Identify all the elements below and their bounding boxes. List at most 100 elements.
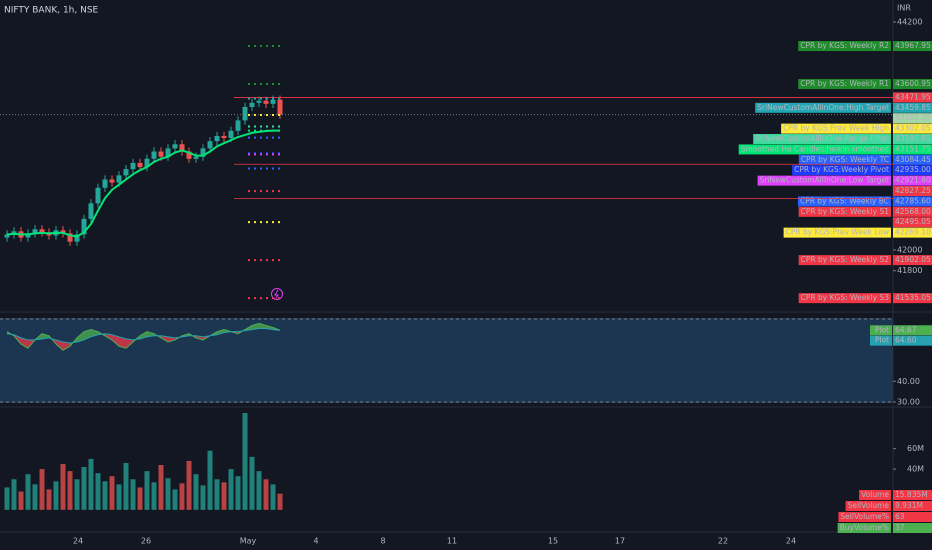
price-tag-label: 41902.05 (895, 255, 931, 264)
volume-bar (60, 463, 66, 510)
volume-bar (200, 485, 206, 510)
level-name-tag (753, 134, 891, 145)
volume-bar (95, 473, 101, 510)
y-tick-label: 42000 (897, 245, 922, 254)
candle-body (207, 141, 213, 149)
oscillator-fill (112, 334, 119, 347)
level-name-tag (798, 206, 891, 217)
level-name-label: CPR by KGS:Weekly Pivot (794, 165, 889, 174)
price-tag-label: 43967.95 (895, 41, 931, 50)
price-tag (893, 175, 932, 186)
volume-value: 63 (895, 512, 905, 521)
price-tag (893, 79, 932, 90)
price-tag (893, 165, 932, 176)
volume-bar (46, 489, 52, 510)
volume-bar (67, 471, 73, 510)
level-name-tag (738, 144, 891, 155)
price-tag-label: 43084.45 (895, 155, 931, 164)
volume-bar (88, 458, 94, 510)
volume-bar (102, 481, 108, 510)
volume-bar (137, 487, 143, 510)
oscillator-fill (21, 337, 28, 349)
candle-body (116, 175, 122, 183)
oscillator-fill (63, 341, 70, 351)
candle-body (32, 229, 38, 234)
candle-body (221, 135, 227, 139)
price-tag (893, 144, 932, 155)
price-tag-label: 43471.95 (895, 92, 931, 101)
level-name-label: SriNewCustomAllInOne:Range Filter (755, 134, 890, 143)
level-name-tag (798, 154, 891, 165)
volume-name: Volume (861, 490, 889, 499)
level-name-label: CPR by KGS:Prev Week High (783, 124, 889, 133)
oscillator-fill (77, 331, 84, 342)
candle-body (130, 162, 136, 170)
level-name-tag (798, 293, 891, 304)
volume-bar (277, 493, 283, 510)
x-tick-label: 17 (615, 537, 625, 546)
x-tick-label: 11 (447, 537, 457, 546)
level-name-label: CPR by KGS: Weekly S2 (801, 255, 890, 264)
volume-name-tag (837, 523, 891, 533)
candle-body (137, 162, 143, 168)
level-name-tag (797, 196, 891, 207)
volume-bar (165, 478, 171, 510)
oscillator-fill (56, 339, 63, 351)
price-tag-label: 42827.25 (895, 186, 931, 195)
candle-body (81, 218, 87, 235)
volume-bar (172, 489, 178, 510)
level-name-label: CPR by KGS: Weekly R1 (800, 79, 889, 88)
volume-bar (116, 484, 122, 510)
x-tick-label: 4 (313, 537, 318, 546)
volume-bar (32, 484, 38, 510)
volume-bar (256, 471, 262, 510)
level-name-label: CPR by KGS: Weekly TC (801, 155, 889, 164)
plot-name-tag (870, 335, 892, 346)
volume-bar (144, 471, 150, 510)
volume-bar (81, 467, 87, 510)
volume-bar (39, 469, 45, 510)
price-tag (893, 41, 932, 52)
candle-body (214, 135, 220, 142)
y-tick-label: 60M (907, 444, 924, 453)
level-name-label: CPR by KGS: Weekly BC (800, 196, 889, 205)
plot-tag (893, 325, 932, 336)
price-tag-label: 43151.75 (895, 144, 931, 153)
oscillator-pane (0, 318, 893, 403)
volume-bar (221, 482, 227, 510)
volume-bar (109, 476, 115, 510)
volume-value: 9.931M (895, 501, 923, 510)
price-tag-label: 42921.80 (895, 176, 931, 185)
volume-bar (4, 487, 10, 510)
price-tag (893, 123, 932, 134)
level-name-tag (757, 175, 891, 186)
price-tag (893, 102, 932, 113)
level-name-tag (781, 123, 891, 134)
candle-body (235, 120, 241, 131)
volume-name-tag (859, 490, 891, 500)
price-tag-label: 43459.85 (895, 103, 931, 112)
level-name-tag (783, 227, 891, 238)
oscillator-fill (126, 338, 133, 349)
volume-value-tag (893, 523, 932, 533)
x-tick-label: 8 (380, 537, 385, 546)
price-tag (893, 134, 932, 145)
price-tag-label: 43305.35 (895, 113, 931, 122)
price-tag-label: 42785.60 (895, 196, 931, 205)
level-name-tag (755, 102, 891, 113)
price-tag-label: 41535.05 (895, 293, 931, 302)
candle-body (109, 179, 115, 183)
candle-body (11, 231, 17, 235)
price-tag (893, 255, 932, 266)
smoothed-ha-line (6, 129, 281, 238)
level-name-label: CPR by KGS: Weekly S1 (801, 207, 890, 216)
price-tag (893, 206, 932, 217)
price-tag-label: 43302.05 (895, 124, 931, 133)
volume-bar (123, 462, 129, 510)
y-tick-label: 40M (907, 465, 924, 474)
price-tag (893, 113, 932, 124)
price-tag (893, 154, 932, 165)
event-icon[interactable] (271, 288, 283, 300)
